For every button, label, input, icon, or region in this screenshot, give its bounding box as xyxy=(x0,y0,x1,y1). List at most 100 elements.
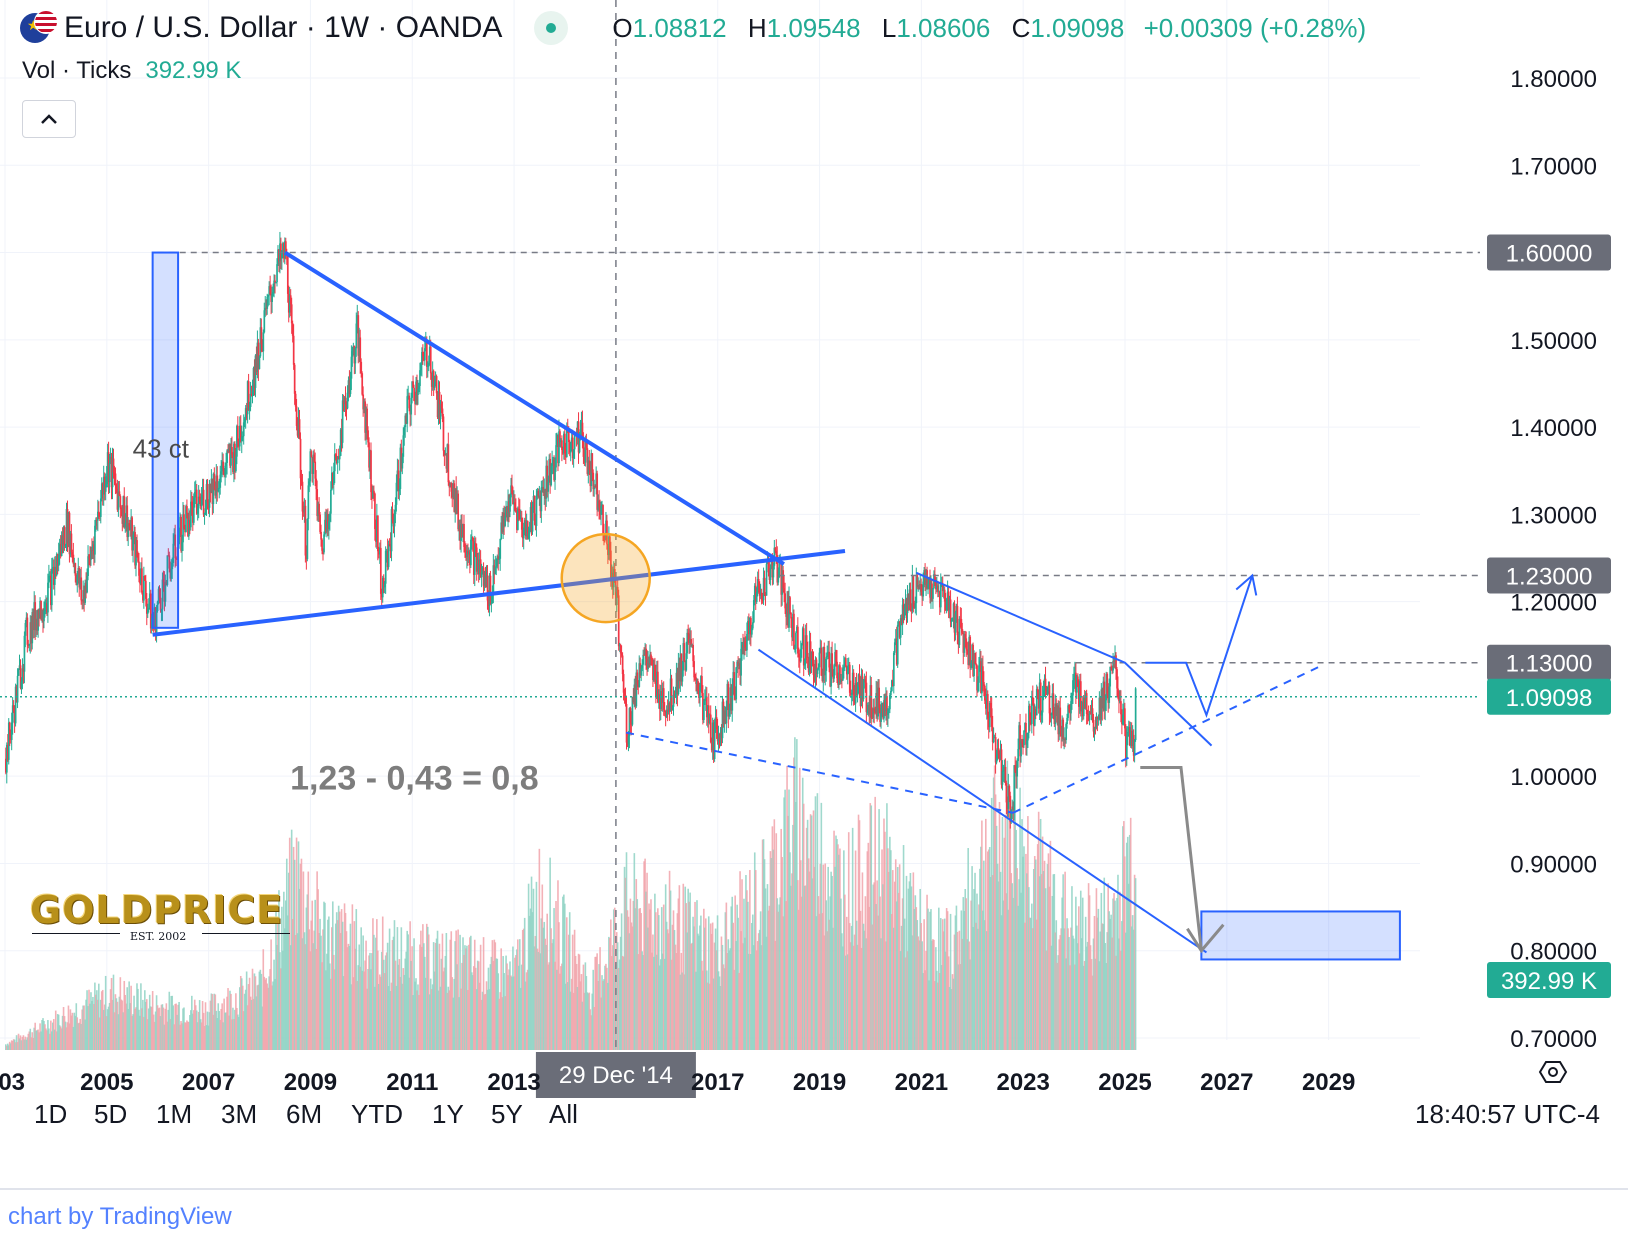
timeframe-5y[interactable]: 5Y xyxy=(491,1099,523,1129)
volume-bar xyxy=(711,922,714,1050)
candle xyxy=(1089,704,1092,715)
volume-bar xyxy=(997,881,1000,1050)
candle-body xyxy=(484,571,487,587)
timeframe-all[interactable]: All xyxy=(549,1099,578,1129)
volume-bar xyxy=(106,1009,109,1050)
candle-body xyxy=(830,653,833,687)
candle-body xyxy=(98,511,100,516)
candle-body xyxy=(111,458,114,488)
candle xyxy=(827,640,830,660)
volume-bar xyxy=(1004,814,1007,1050)
candle xyxy=(30,615,33,652)
change-value: +0.00309 (+0.28%) xyxy=(1143,12,1367,43)
candle xyxy=(318,497,320,522)
candle-body xyxy=(59,543,62,556)
axis-settings-icon[interactable] xyxy=(1538,1061,1568,1083)
candle xyxy=(237,416,239,448)
candle-body xyxy=(342,400,345,404)
volume-bar xyxy=(145,999,148,1050)
timeframe-6m[interactable]: 6M xyxy=(286,1099,323,1129)
candle xyxy=(129,520,132,537)
candle xyxy=(632,688,635,705)
candle xyxy=(1060,725,1063,749)
volume-bar xyxy=(39,1023,41,1050)
candle xyxy=(930,575,932,609)
timeframe-1y[interactable]: 1Y xyxy=(432,1099,464,1129)
collapse-legend-button[interactable] xyxy=(22,100,76,138)
candle xyxy=(68,511,71,563)
candle xyxy=(214,481,217,499)
candle xyxy=(140,562,142,586)
volume-bar xyxy=(1078,953,1081,1050)
candle xyxy=(202,478,205,517)
timeframe-1m[interactable]: 1M xyxy=(156,1099,193,1129)
volume-bar xyxy=(375,937,377,1050)
candle-body xyxy=(781,570,784,595)
candle xyxy=(235,447,237,473)
market-status-icon[interactable] xyxy=(534,11,569,45)
candle-body xyxy=(424,348,426,361)
candle xyxy=(197,485,200,519)
candle xyxy=(352,342,355,356)
candle xyxy=(751,611,754,631)
candle-body xyxy=(653,664,655,681)
candle xyxy=(87,545,89,581)
candle xyxy=(251,379,254,404)
volume-bar xyxy=(771,826,774,1050)
candle-body xyxy=(260,327,263,345)
candle-body xyxy=(248,406,251,411)
timeframe-ytd[interactable]: YTD xyxy=(351,1099,403,1129)
candle xyxy=(333,443,336,484)
volume-bar xyxy=(259,969,262,1050)
volume-bar xyxy=(241,985,244,1050)
candle xyxy=(1123,698,1125,726)
volume-bar xyxy=(743,898,745,1050)
candle-body xyxy=(129,526,132,531)
volume-bar xyxy=(981,820,983,1050)
volume-bar xyxy=(339,933,342,1050)
volume-bar xyxy=(722,964,725,1050)
volume-bar xyxy=(479,944,482,1050)
candle-body xyxy=(812,659,815,676)
candle xyxy=(156,600,159,613)
candle xyxy=(643,647,646,656)
tradingview-credit[interactable]: chart by TradingView xyxy=(8,1203,232,1230)
volume-bar xyxy=(110,978,113,1050)
volume-bar xyxy=(929,911,931,1050)
candle-body xyxy=(836,661,838,679)
volume-bar xyxy=(750,953,752,1050)
volume-bar xyxy=(1064,871,1066,1050)
volume-bar xyxy=(761,839,764,1050)
candle-body xyxy=(873,708,876,712)
volume-bar xyxy=(351,904,354,1050)
candle-body xyxy=(679,653,682,682)
candle-body xyxy=(945,599,948,611)
candle xyxy=(873,698,876,724)
candle-body xyxy=(506,506,508,521)
candle xyxy=(604,534,606,543)
clock-timezone[interactable]: 18:40:57 UTC-4 xyxy=(1415,1099,1600,1129)
candle-body xyxy=(204,508,207,514)
timeframe-3m[interactable]: 3M xyxy=(221,1099,258,1129)
candle-body xyxy=(845,658,847,667)
volume-bar xyxy=(607,982,609,1050)
candle-body xyxy=(26,617,29,645)
symbol-title[interactable]: Euro / U.S. Dollar · 1W · OANDA xyxy=(64,11,503,44)
candle-body xyxy=(510,485,512,498)
candle xyxy=(208,479,211,518)
timeframe-5d[interactable]: 5D xyxy=(94,1099,128,1129)
volume-bar xyxy=(1071,886,1073,1050)
candle-body xyxy=(69,533,72,555)
volume-bar xyxy=(513,976,515,1050)
candle xyxy=(958,616,961,649)
volume-bar xyxy=(863,930,866,1050)
candle xyxy=(1050,712,1053,727)
candle-body xyxy=(1023,730,1025,746)
timeframe-1d[interactable]: 1D xyxy=(34,1099,68,1129)
candle xyxy=(104,473,107,501)
candle-body xyxy=(943,589,946,602)
volume-bar xyxy=(527,883,530,1050)
volume-bar xyxy=(560,966,562,1050)
candle xyxy=(709,705,712,744)
